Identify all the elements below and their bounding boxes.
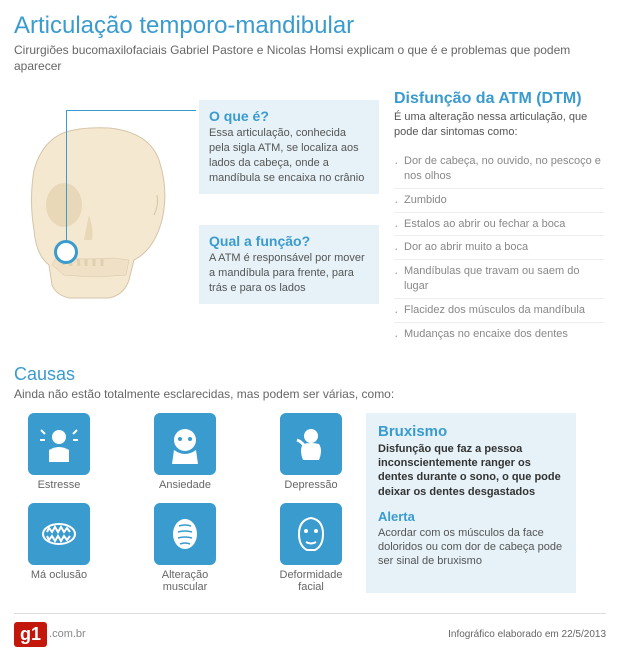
cause-label: Má oclusão (14, 569, 104, 581)
credit-text: Infográfico elaborado em 22/5/2013 (448, 629, 606, 640)
symptom-item: Estalos ao abrir ou fechar a boca (394, 212, 604, 236)
footer: g1 .com.br Infográfico elaborado em 22/5… (14, 613, 606, 647)
anxiety-icon (154, 413, 216, 475)
muscular-icon (154, 503, 216, 565)
logo-g1: g1 (14, 622, 47, 647)
info-text: A ATM é responsável por mover a mandíbul… (209, 251, 369, 296)
cause-depression: Depressão (266, 413, 356, 491)
cause-label: Alteração muscular (140, 569, 230, 593)
cause-stress: Estresse (14, 413, 104, 491)
skull-diagram: O que é? Essa articulação, conhecida pel… (14, 90, 384, 320)
info-title: O que é? (209, 108, 369, 124)
cause-muscular: Alteração muscular (140, 503, 230, 593)
symptom-item: Mudanças no encaixe dos dentes (394, 322, 604, 346)
cause-malocclusion: Má oclusão (14, 503, 104, 593)
alert-title: Alerta (378, 509, 564, 524)
cause-deformity: Deformidade facial (266, 503, 356, 593)
dtm-subtitle: É uma alteração nessa articulação, que p… (394, 110, 604, 140)
connector-line (66, 110, 67, 242)
cause-label: Estresse (14, 479, 104, 491)
malocclusion-icon (28, 503, 90, 565)
symptom-item: Dor ao abrir muito a boca (394, 235, 604, 259)
alert-text: Acordar com os músculos da face dolorido… (378, 526, 564, 569)
dtm-panel: Disfunção da ATM (DTM) É uma alteração n… (394, 90, 604, 345)
bruxism-text: Disfunção que faz a pessoa inconscientem… (378, 442, 564, 499)
symptom-list: Dor de cabeça, no ouvido, no pescoço e n… (394, 150, 604, 346)
symptom-item: Flacidez dos músculos da mandíbula (394, 298, 604, 322)
page-subtitle: Cirurgiões bucomaxilofaciais Gabriel Pas… (14, 42, 606, 74)
logo-domain: .com.br (49, 628, 86, 640)
bruxism-title: Bruxismo (378, 423, 564, 440)
causes-subtitle: Ainda não estão totalmente esclarecidas,… (14, 387, 606, 401)
top-section: O que é? Essa articulação, conhecida pel… (14, 90, 606, 345)
depression-icon (280, 413, 342, 475)
cause-label: Ansiedade (140, 479, 230, 491)
info-box-what: O que é? Essa articulação, conhecida pel… (199, 100, 379, 193)
symptom-item: Zumbido (394, 188, 604, 212)
info-box-function: Qual a função? A ATM é responsável por m… (199, 225, 379, 304)
cause-label: Depressão (266, 479, 356, 491)
stress-icon (28, 413, 90, 475)
info-title: Qual a função? (209, 233, 369, 249)
info-text: Essa articulação, conhecida pela sigla A… (209, 126, 369, 185)
symptom-item: Mandíbulas que travam ou saem do lugar (394, 259, 604, 298)
symptom-item: Dor de cabeça, no ouvido, no pescoço e n… (394, 150, 604, 188)
skull-illustration (14, 110, 179, 310)
deformity-icon (280, 503, 342, 565)
page-title: Articulação temporo-mandibular (14, 12, 606, 40)
cause-anxiety: Ansiedade (140, 413, 230, 491)
connector-line (66, 110, 196, 111)
logo: g1 .com.br (14, 622, 86, 647)
causes-title: Causas (14, 364, 606, 385)
bruxism-box: Bruxismo Disfunção que faz a pessoa inco… (366, 413, 576, 593)
causes-section: Estresse Ansiedade Depressão Má oclusão (14, 413, 606, 593)
dtm-title: Disfunção da ATM (DTM) (394, 90, 604, 108)
cause-label: Deformidade facial (266, 569, 356, 593)
